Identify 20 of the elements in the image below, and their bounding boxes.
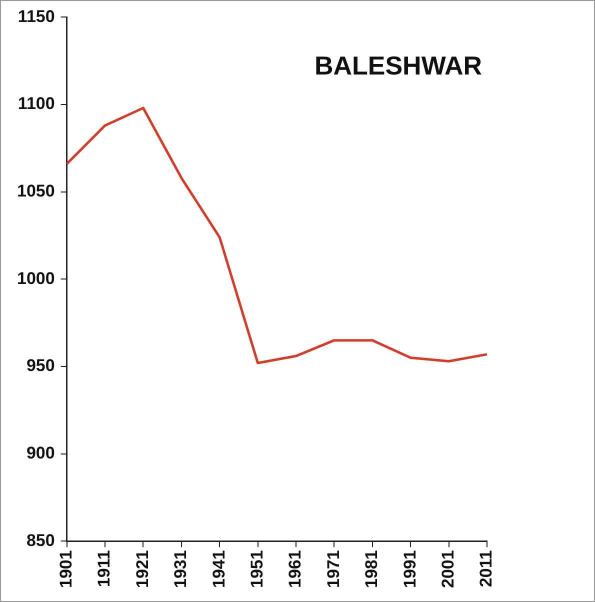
x-tick-label: 1901 <box>56 550 76 588</box>
y-tick-label: 950 <box>26 356 55 376</box>
y-tick-label: 900 <box>26 444 55 463</box>
x-tick-label: 1971 <box>324 550 343 588</box>
y-tick-label: 850 <box>26 530 55 550</box>
y-tick-label: 1150 <box>18 6 55 26</box>
text: BALESHWAR <box>314 50 482 80</box>
x-tick-label: 2011 <box>476 550 496 588</box>
x-tick-label: 1951 <box>248 550 266 588</box>
x-tick-label: 1981 <box>362 550 382 588</box>
x-tick-label: 2001 <box>438 550 458 588</box>
x-tick-label: 1931 <box>171 550 190 588</box>
y-tick-label: 1100 <box>18 94 55 114</box>
x-tick-label: 1961 <box>286 550 305 588</box>
y-tick-label: 1050 <box>16 182 55 201</box>
y-tick-label: 1000 <box>16 268 55 288</box>
x-tick-label: 1941 <box>209 550 228 588</box>
x-tick-label: 1911 <box>94 550 114 588</box>
x-tick-label: 1991 <box>400 550 420 588</box>
x-tick-label: 1921 <box>132 550 152 588</box>
